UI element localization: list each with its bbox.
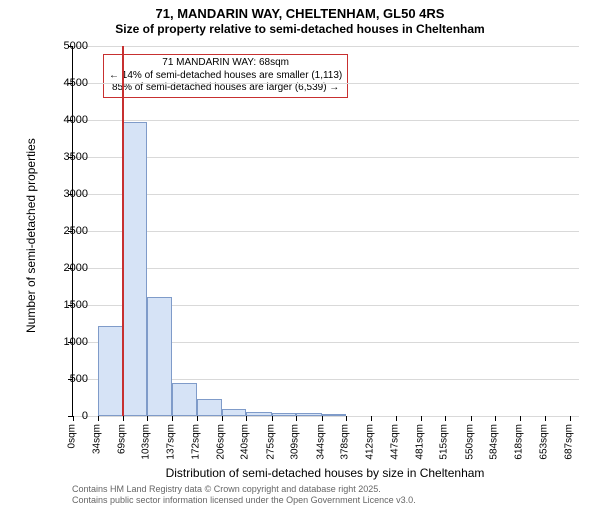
- xtick-mark: [495, 416, 496, 421]
- xtick-label: 275sqm: [265, 424, 276, 460]
- xtick-mark: [346, 416, 347, 421]
- ytick-label: 2500: [38, 225, 88, 237]
- xtick-label: 344sqm: [315, 424, 326, 460]
- xtick-mark: [222, 416, 223, 421]
- xtick-mark: [545, 416, 546, 421]
- xtick-label: 69sqm: [116, 424, 127, 454]
- xtick-label: 618sqm: [513, 424, 524, 460]
- title-line-1: 71, MANDARIN WAY, CHELTENHAM, GL50 4RS: [0, 6, 600, 21]
- histogram-bar: [246, 412, 271, 416]
- footer-line-1: Contains HM Land Registry data © Crown c…: [72, 484, 416, 495]
- ytick-label: 1500: [38, 299, 88, 311]
- footer-line-2: Contains public sector information licen…: [72, 495, 416, 506]
- xtick-label: 34sqm: [91, 424, 102, 454]
- xtick-label: 550sqm: [464, 424, 475, 460]
- ytick-label: 1000: [38, 336, 88, 348]
- histogram-bar: [222, 409, 247, 416]
- gridline: [73, 416, 579, 417]
- gridline: [73, 83, 579, 84]
- xtick-label: 653sqm: [539, 424, 550, 460]
- ytick-label: 500: [38, 373, 88, 385]
- xtick-label: 412sqm: [364, 424, 375, 460]
- xtick-label: 447sqm: [390, 424, 401, 460]
- ytick-label: 3000: [38, 188, 88, 200]
- gridline: [73, 46, 579, 47]
- xtick-mark: [296, 416, 297, 421]
- xtick-mark: [445, 416, 446, 421]
- gridline: [73, 157, 579, 158]
- xtick-mark: [123, 416, 124, 421]
- chart-container: 71, MANDARIN WAY, CHELTENHAM, GL50 4RS S…: [0, 0, 600, 500]
- ytick-label: 4500: [38, 77, 88, 89]
- xtick-label: 137sqm: [166, 424, 177, 460]
- y-axis-label: Number of semi-detached properties: [24, 138, 38, 333]
- xtick-mark: [322, 416, 323, 421]
- footer-attribution: Contains HM Land Registry data © Crown c…: [72, 484, 416, 506]
- gridline: [73, 194, 579, 195]
- histogram-bar: [172, 383, 197, 416]
- xtick-mark: [272, 416, 273, 421]
- xtick-label: 515sqm: [439, 424, 450, 460]
- xtick-mark: [147, 416, 148, 421]
- xtick-mark: [471, 416, 472, 421]
- xtick-label: 206sqm: [215, 424, 226, 460]
- gridline: [73, 120, 579, 121]
- annotation-line-2: ← 14% of semi-detached houses are smalle…: [109, 70, 342, 83]
- xtick-mark: [396, 416, 397, 421]
- title-line-2: Size of property relative to semi-detach…: [0, 22, 600, 36]
- xtick-mark: [172, 416, 173, 421]
- xtick-label: 378sqm: [340, 424, 351, 460]
- x-axis-label: Distribution of semi-detached houses by …: [72, 466, 578, 480]
- xtick-label: 0sqm: [67, 424, 78, 448]
- xtick-label: 481sqm: [414, 424, 425, 460]
- plot-area: 71 MANDARIN WAY: 68sqm ← 14% of semi-det…: [72, 46, 579, 417]
- xtick-mark: [371, 416, 372, 421]
- xtick-label: 240sqm: [240, 424, 251, 460]
- ytick-label: 4000: [38, 114, 88, 126]
- ytick-label: 3500: [38, 151, 88, 163]
- gridline: [73, 231, 579, 232]
- annotation-box: 71 MANDARIN WAY: 68sqm ← 14% of semi-det…: [103, 54, 348, 98]
- xtick-mark: [570, 416, 571, 421]
- xtick-label: 172sqm: [191, 424, 202, 460]
- histogram-bar: [272, 413, 297, 416]
- xtick-mark: [520, 416, 521, 421]
- xtick-label: 103sqm: [141, 424, 152, 460]
- ytick-label: 0: [38, 410, 88, 422]
- xtick-mark: [246, 416, 247, 421]
- xtick-mark: [197, 416, 198, 421]
- property-marker-line: [122, 46, 124, 416]
- xtick-mark: [421, 416, 422, 421]
- histogram-bar: [123, 122, 148, 416]
- ytick-label: 2000: [38, 262, 88, 274]
- annotation-line-1: 71 MANDARIN WAY: 68sqm: [109, 57, 342, 70]
- xtick-mark: [98, 416, 99, 421]
- xtick-label: 584sqm: [489, 424, 500, 460]
- histogram-bar: [98, 326, 123, 416]
- xtick-label: 309sqm: [290, 424, 301, 460]
- histogram-bar: [296, 413, 321, 416]
- histogram-bar: [147, 297, 172, 416]
- histogram-bar: [197, 399, 222, 416]
- xtick-label: 687sqm: [563, 424, 574, 460]
- histogram-bar: [322, 414, 347, 416]
- ytick-label: 5000: [38, 40, 88, 52]
- gridline: [73, 268, 579, 269]
